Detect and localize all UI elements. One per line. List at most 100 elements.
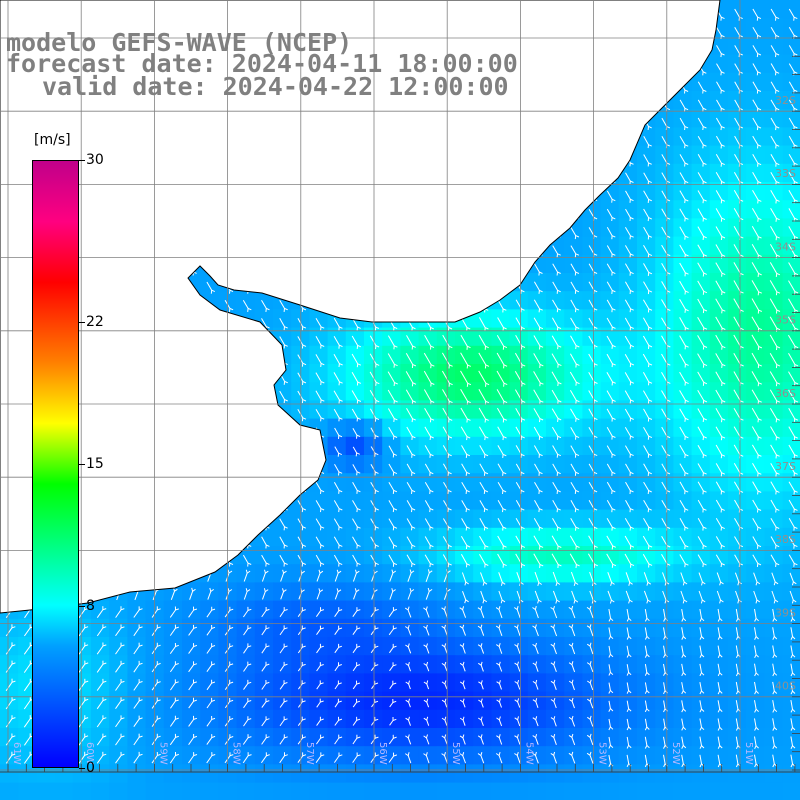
- speed-cell: [436, 382, 456, 401]
- wind-arrow: [751, 208, 762, 222]
- wind-arrow: [717, 718, 723, 731]
- speed-cell: [709, 746, 729, 765]
- wind-arrow: [352, 680, 361, 690]
- speed-cell: [436, 582, 456, 602]
- speed-cell: [600, 254, 620, 274]
- lon-label: 51W: [743, 742, 754, 765]
- wind-arrow: [626, 664, 632, 676]
- speed-cell: [618, 455, 638, 474]
- speed-cell: [600, 691, 620, 711]
- speed-cell: [345, 364, 365, 383]
- wind-arrow: [771, 590, 779, 604]
- speed-cell: [400, 691, 420, 711]
- wind-arrow: [96, 606, 107, 618]
- speed-cell: [364, 473, 383, 492]
- wind-arrow: [353, 588, 360, 600]
- speed-cell: [273, 709, 292, 729]
- speed-cell: [364, 618, 383, 638]
- speed-cell: [182, 655, 201, 674]
- speed-cell: [91, 782, 110, 800]
- speed-cell: [764, 145, 784, 165]
- speed-cell: [364, 655, 383, 674]
- speed-cell: [691, 163, 711, 183]
- wind-arrow: [626, 609, 632, 622]
- speed-cell: [382, 491, 401, 511]
- wind-arrow: [279, 390, 288, 404]
- wind-arrow: [608, 627, 614, 640]
- speed-cell: [527, 600, 547, 620]
- speed-cell: [728, 145, 747, 165]
- wind-arrow: [479, 518, 489, 531]
- wind-arrow: [170, 587, 178, 600]
- speed-cell: [691, 236, 711, 256]
- wind-arrow: [789, 572, 797, 586]
- speed-cell: [491, 400, 511, 420]
- wind-arrow: [570, 408, 580, 422]
- speed-cell: [655, 655, 674, 674]
- wind-arrow: [644, 682, 650, 694]
- speed-cell: [600, 746, 620, 765]
- speed-cell: [436, 673, 456, 693]
- speed-cell: [527, 309, 547, 329]
- speed-cell: [273, 782, 292, 800]
- speed-cell: [691, 127, 711, 147]
- speed-cell: [709, 509, 729, 529]
- wind-arrow: [751, 262, 762, 277]
- lat-label: 35S: [775, 314, 796, 327]
- wind-arrow: [626, 700, 632, 713]
- speed-cell: [382, 327, 401, 347]
- wind-arrow: [441, 734, 448, 745]
- speed-cell: [382, 600, 401, 620]
- wind-arrow: [606, 408, 616, 422]
- speed-cell: [582, 236, 602, 256]
- wind-arrow: [551, 553, 562, 569]
- speed-cell: [509, 455, 529, 474]
- wind-arrow: [606, 390, 616, 404]
- speed-cell: [655, 782, 674, 800]
- wind-arrow: [751, 280, 763, 296]
- speed-cell: [254, 618, 274, 638]
- wind-arrow: [297, 536, 307, 549]
- speed-cell: [327, 728, 347, 747]
- wind-arrow: [297, 518, 307, 531]
- speed-cell: [309, 564, 329, 583]
- wind-arrow: [459, 661, 466, 672]
- speed-cell: [473, 527, 492, 547]
- wind-arrow: [352, 607, 361, 617]
- speed-cell: [746, 200, 765, 219]
- speed-cell: [746, 527, 765, 547]
- wind-arrow: [606, 263, 616, 276]
- speed-cell: [491, 600, 511, 620]
- speed-cell: [673, 546, 693, 565]
- speed-cell: [364, 436, 383, 456]
- speed-cell: [109, 673, 128, 693]
- wind-arrow: [188, 624, 198, 636]
- wind-arrow: [133, 606, 143, 618]
- wind-arrow: [459, 624, 466, 636]
- speed-cell: [764, 691, 784, 711]
- speed-cell: [673, 655, 693, 674]
- wind-arrow: [96, 733, 107, 746]
- speed-cell: [455, 582, 474, 602]
- speed-cell: [473, 655, 492, 674]
- wind-arrow: [441, 370, 453, 387]
- speed-cell: [782, 54, 800, 74]
- speed-cell: [691, 436, 711, 456]
- wind-arrow: [388, 500, 398, 513]
- wind-arrow: [334, 427, 343, 439]
- speed-cell: [364, 382, 383, 401]
- speed-cell: [436, 400, 456, 420]
- speed-cell: [673, 218, 693, 238]
- speed-cell: [564, 728, 583, 747]
- wind-arrow: [568, 697, 575, 709]
- wind-arrow: [734, 8, 743, 21]
- speed-cell: [400, 509, 420, 529]
- wind-arrow: [334, 464, 343, 476]
- speed-cell: [746, 546, 765, 565]
- wind-arrow: [679, 244, 689, 259]
- speed-cell: [382, 509, 401, 529]
- speed-cell: [637, 764, 656, 784]
- wind-arrow: [188, 643, 198, 654]
- wind-arrow: [681, 700, 687, 713]
- wind-arrow: [370, 752, 379, 763]
